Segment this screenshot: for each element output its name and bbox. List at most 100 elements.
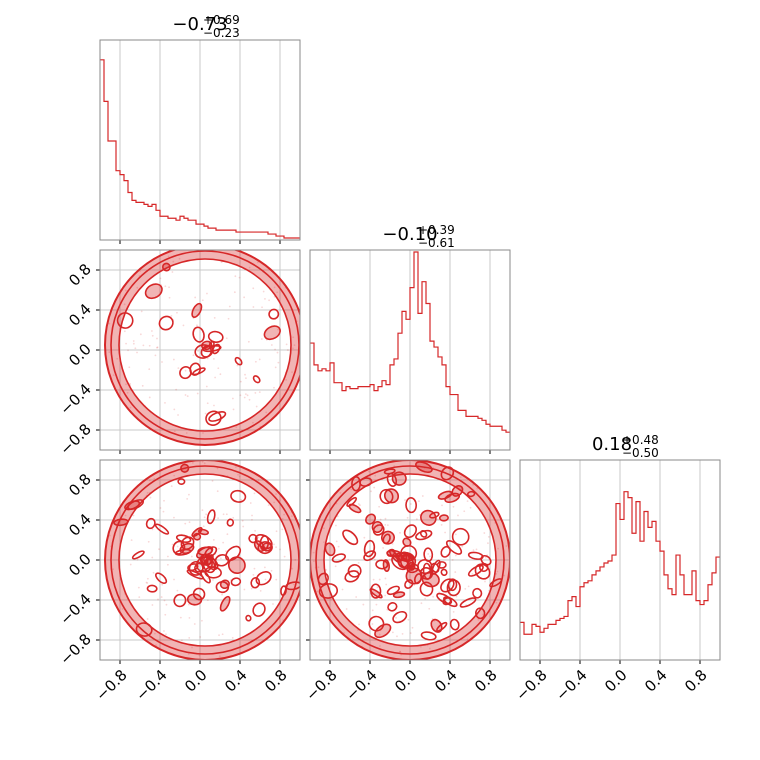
sample-point (170, 315, 173, 317)
sample-point (243, 396, 246, 399)
contour-island (192, 326, 205, 343)
contour-island (198, 528, 209, 536)
sample-point (292, 336, 295, 339)
contour-island (420, 631, 437, 641)
sample-point (391, 542, 394, 545)
sample-point (249, 502, 252, 504)
sample-point (278, 499, 281, 502)
sample-point (379, 518, 382, 521)
sample-point (345, 608, 348, 610)
sample-point (227, 317, 230, 320)
sample-point (406, 516, 409, 519)
sample-point (260, 338, 263, 340)
sample-point (217, 547, 220, 550)
sample-point (156, 346, 159, 349)
sample-point (216, 467, 219, 470)
sample-point (254, 529, 256, 532)
title-param-1-plus: +0.69 (203, 13, 240, 27)
sample-point (251, 514, 253, 517)
sample-point (401, 632, 404, 635)
sample-point (142, 344, 145, 347)
contour-ring (110, 465, 300, 655)
x-tick-label-3: 0.4 (221, 666, 251, 696)
sample-point (157, 598, 159, 601)
sample-point (286, 349, 289, 351)
sample-point (170, 485, 173, 488)
sample-point (219, 373, 222, 376)
contour-island (375, 559, 389, 570)
panel-2d-p1-p3: −0.8 −0.4 0.0 0.4 0.8−0.8−0.40.00.40.8 (56, 459, 301, 705)
contour-island (386, 585, 400, 596)
sample-point (373, 486, 376, 489)
sample-point (281, 517, 284, 520)
sample-point (335, 524, 337, 527)
contour-island (127, 499, 144, 511)
contour-island (215, 580, 230, 594)
contour-island (318, 583, 339, 599)
sample-point (245, 377, 247, 380)
contour-island (113, 518, 129, 527)
sample-point (128, 366, 131, 369)
sample-point (267, 504, 270, 507)
contour-island (415, 461, 433, 474)
y-tick-label-0: −0.8 (56, 630, 94, 668)
axes-frame (99, 249, 301, 451)
sample-point (341, 588, 344, 591)
contour-island (263, 325, 281, 341)
sample-point (187, 653, 190, 655)
sample-point (350, 488, 353, 491)
sample-point (132, 340, 135, 342)
contour-island (331, 553, 346, 563)
sample-point (214, 376, 217, 379)
sample-point (374, 474, 377, 477)
sample-point (222, 513, 225, 516)
sample-point (455, 595, 458, 598)
contour-island (194, 562, 205, 573)
sample-point (168, 296, 171, 299)
sample-point (273, 543, 275, 546)
sample-point (362, 603, 365, 606)
sample-point (151, 604, 154, 606)
sample-point (255, 405, 258, 408)
sample-point (241, 519, 244, 522)
contour-island (116, 312, 134, 329)
sample-point (203, 462, 206, 465)
sample-point (151, 528, 154, 531)
contour-island (252, 602, 266, 617)
sample-point (253, 492, 256, 495)
sample-point (325, 568, 328, 571)
x-tick-label-4: 0.8 (471, 666, 501, 696)
sample-point (272, 603, 274, 605)
sample-point (270, 344, 273, 346)
contour-island (225, 545, 242, 562)
sample-point (418, 500, 420, 503)
sample-point (190, 555, 193, 558)
sample-point (291, 371, 293, 374)
sample-point (221, 633, 224, 636)
contour-island (403, 524, 418, 539)
histogram-line (100, 59, 300, 239)
sample-point (238, 475, 241, 478)
sample-point (239, 394, 242, 397)
sample-point (184, 522, 187, 525)
sample-point (457, 514, 459, 517)
sample-point (347, 558, 350, 561)
title-param-3-minus: −0.50 (622, 446, 659, 460)
sample-point (427, 553, 430, 555)
sample-point (258, 358, 261, 361)
sample-point (264, 297, 266, 300)
sample-point (201, 619, 203, 622)
contour-island (208, 410, 227, 422)
title-param-3-value: 0.18 (592, 434, 632, 455)
contour-island (191, 302, 203, 318)
sample-point (274, 348, 276, 351)
sample-point (276, 351, 279, 354)
sample-point (264, 578, 267, 581)
panel-hist-3: −0.8 −0.4 0.0 0.4 0.8 (512, 459, 721, 705)
sample-point (292, 583, 295, 586)
sample-point (218, 655, 221, 658)
sample-point (231, 397, 234, 400)
sample-point (275, 578, 278, 581)
sample-point (263, 566, 266, 569)
sample-point (212, 579, 214, 581)
